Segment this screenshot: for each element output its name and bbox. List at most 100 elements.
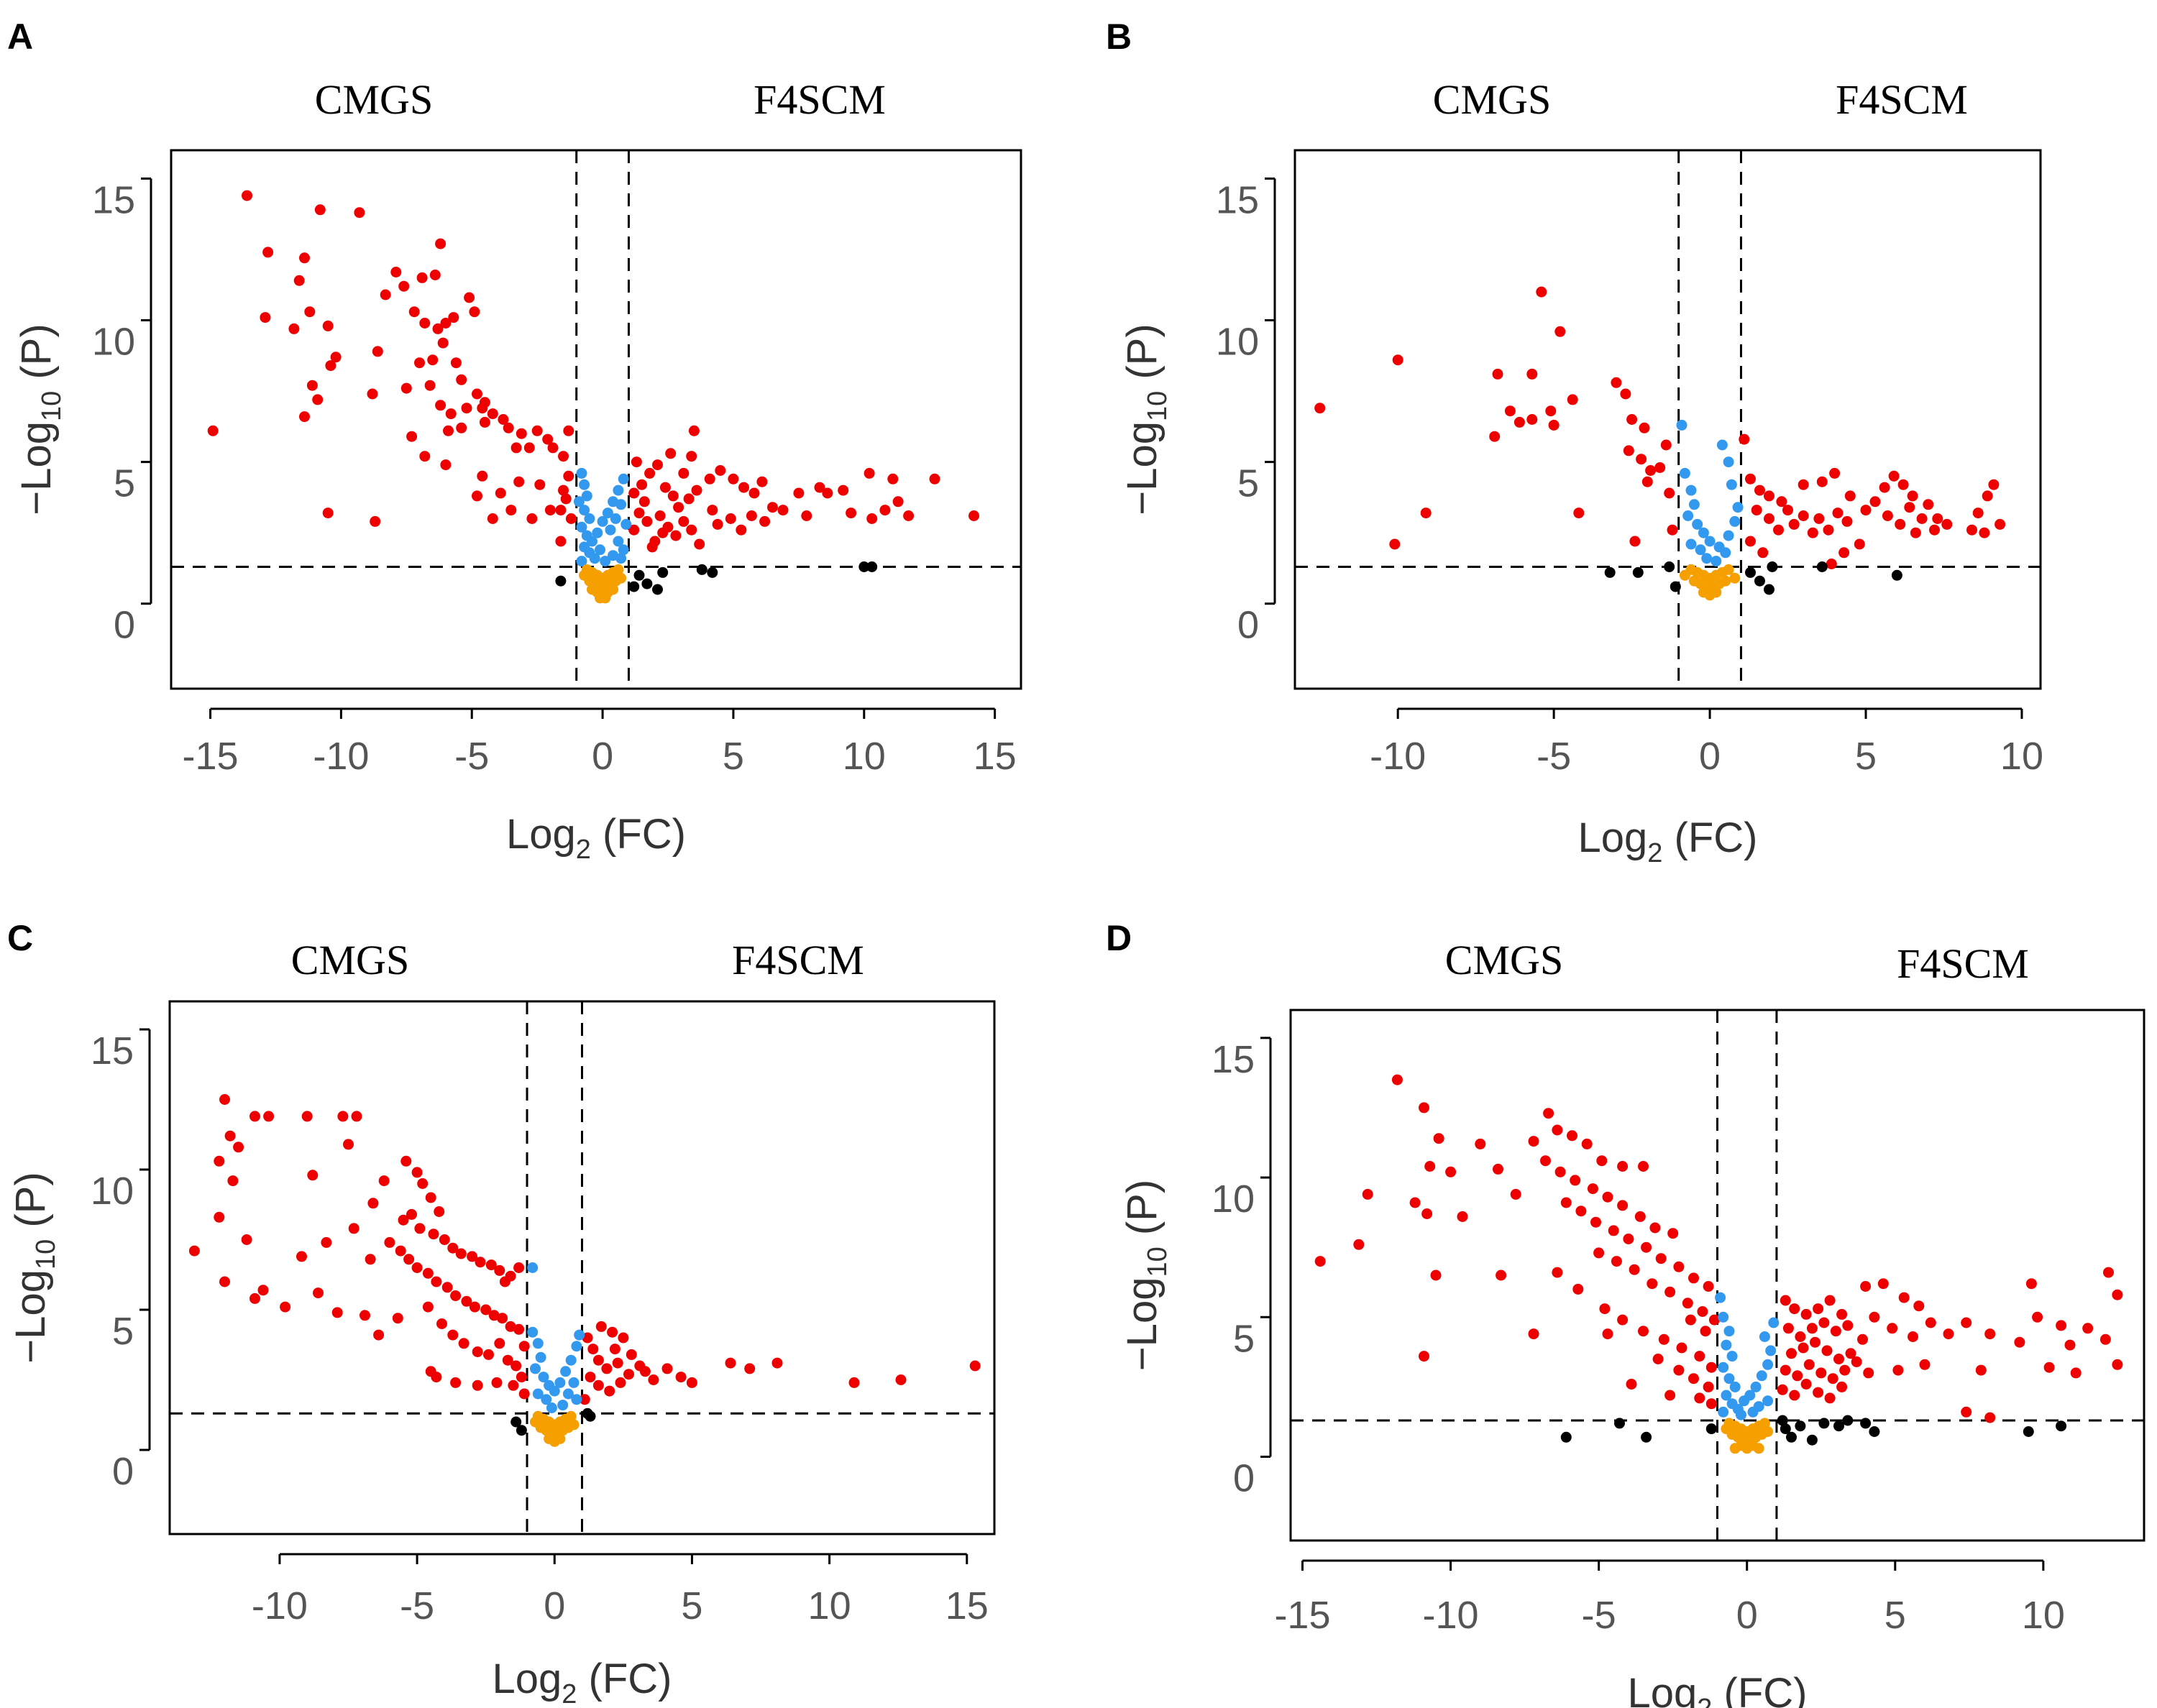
data-point <box>555 575 567 587</box>
data-point <box>610 513 621 524</box>
y-tick-label: 0 <box>1237 604 1259 647</box>
data-point <box>488 1310 500 1321</box>
data-point <box>1916 513 1928 524</box>
data-point <box>337 1111 349 1122</box>
data-point <box>573 496 585 508</box>
x-axis-title-tail: (FC) <box>591 811 686 858</box>
data-point <box>1652 1354 1664 1364</box>
data-point <box>565 1410 577 1422</box>
data-point <box>628 524 640 536</box>
data-point <box>618 1332 629 1344</box>
data-point <box>1800 1308 1812 1320</box>
data-point <box>1860 1418 1872 1429</box>
data-point <box>1764 513 1774 524</box>
data-point <box>1813 513 1825 524</box>
x-axis-title-sub: 2 <box>1647 838 1662 868</box>
data-point <box>1777 1384 1788 1395</box>
data-point <box>1620 388 1631 400</box>
data-point <box>436 1318 447 1329</box>
data-point <box>304 306 316 318</box>
data-point <box>503 422 514 433</box>
data-point <box>1649 1222 1661 1234</box>
series-p-only <box>1715 1292 1780 1420</box>
data-point <box>443 425 454 436</box>
data-point <box>472 490 482 502</box>
data-point <box>1596 1155 1608 1167</box>
data-point <box>348 1223 360 1234</box>
data-point <box>1747 1406 1759 1418</box>
data-point <box>1898 1292 1910 1303</box>
data-point <box>354 207 365 219</box>
data-point <box>483 1349 494 1360</box>
data-point <box>592 1379 604 1391</box>
y-axis-title: −Log10 (P) <box>13 323 67 515</box>
data-point <box>480 1304 492 1316</box>
data-point <box>587 584 597 595</box>
data-point <box>1581 1138 1593 1149</box>
data-point <box>422 1267 434 1279</box>
data-point <box>456 374 467 385</box>
data-point <box>437 337 449 349</box>
data-point <box>307 1170 319 1181</box>
data-point <box>608 584 619 595</box>
data-point <box>691 485 702 496</box>
data-point <box>581 490 592 502</box>
data-point <box>602 508 613 519</box>
panel-letter-c: C <box>7 918 33 958</box>
data-point <box>487 408 498 420</box>
data-point <box>554 1377 566 1388</box>
data-point <box>1786 1348 1797 1359</box>
x-axis-title-main: Log <box>493 1656 562 1702</box>
data-point <box>526 513 538 524</box>
data-point <box>499 1276 510 1287</box>
data-point <box>1975 1364 1987 1376</box>
data-point <box>1754 575 1765 587</box>
x-axis-title-tail: (FC) <box>1712 1670 1807 1708</box>
data-point <box>1723 456 1734 468</box>
data-point <box>1567 1130 1577 1142</box>
data-point <box>530 1416 541 1428</box>
data-point <box>502 1354 513 1366</box>
y-axis-title-main: −Log <box>1119 421 1165 515</box>
data-point <box>1759 1418 1770 1429</box>
data-point <box>638 496 650 508</box>
data-point <box>1961 1317 1972 1328</box>
data-point <box>1658 1333 1670 1345</box>
data-point <box>1826 559 1837 569</box>
data-point <box>1634 1211 1646 1222</box>
x-tick-label: -15 <box>183 735 239 778</box>
data-point <box>367 1198 379 1209</box>
data-point <box>615 499 627 510</box>
data-point <box>547 442 559 454</box>
data-point <box>1845 1348 1856 1359</box>
data-point <box>568 1419 580 1431</box>
data-point <box>541 1394 552 1405</box>
data-point <box>659 482 671 493</box>
x-axis-title-main: Log <box>1628 1670 1698 1708</box>
data-point <box>469 1301 480 1313</box>
data-point <box>613 564 624 575</box>
data-point <box>712 518 723 530</box>
data-point <box>675 1372 687 1383</box>
data-point <box>1877 1278 1889 1290</box>
data-point <box>1982 490 1993 502</box>
data-point <box>1513 416 1525 428</box>
data-point <box>1860 505 1872 516</box>
x-tick-label: -5 <box>1537 735 1571 778</box>
data-point <box>694 538 705 550</box>
panel-letter-d: D <box>1106 918 1132 958</box>
data-point <box>686 524 697 536</box>
data-point <box>2056 1420 2067 1432</box>
data-point <box>370 515 381 527</box>
data-point <box>1636 454 1647 465</box>
y-tick-label: 5 <box>1237 462 1259 505</box>
data-point <box>378 1175 390 1187</box>
data-point <box>597 515 608 527</box>
data-point <box>1567 394 1578 405</box>
x-tick-label: 15 <box>974 735 1017 778</box>
data-point <box>1685 538 1697 550</box>
data-point <box>1682 510 1694 521</box>
data-point <box>554 1433 566 1444</box>
data-point <box>793 487 805 499</box>
data-point <box>1664 1390 1676 1401</box>
